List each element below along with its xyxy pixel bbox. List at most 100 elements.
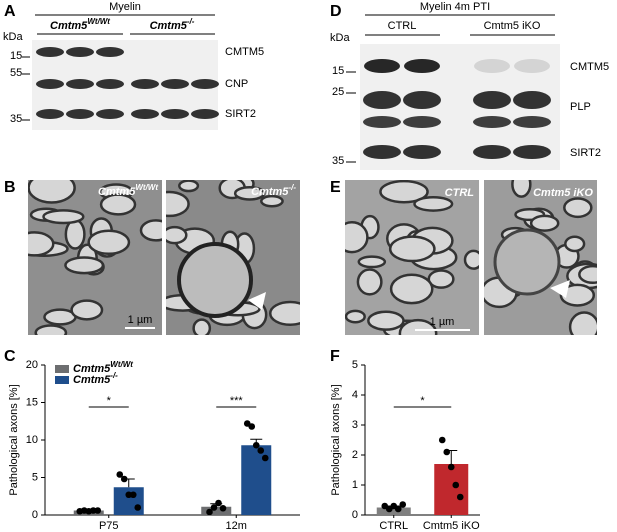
band [473, 116, 511, 128]
axon [166, 225, 188, 245]
data-point [252, 441, 260, 449]
band [403, 145, 441, 159]
y-tick-label: 3 [352, 419, 358, 431]
band [191, 79, 219, 89]
band [474, 59, 510, 73]
axon [427, 269, 455, 289]
marker-label: 35 [10, 113, 22, 125]
data-point [456, 493, 464, 501]
panel-letter: F [330, 348, 340, 365]
band [36, 109, 64, 119]
superscript: -/- [187, 17, 195, 26]
band [513, 145, 551, 159]
panel-letter: B [4, 179, 16, 196]
band [191, 109, 219, 119]
band [473, 145, 511, 159]
marker-label: 25 [332, 86, 344, 98]
band-label: CMTM5 [225, 46, 264, 58]
band [96, 47, 124, 57]
x-tick-label: CTRL [379, 520, 408, 532]
text-part: Cmtm5 [73, 374, 111, 386]
band [514, 59, 550, 73]
superscript: Wt/Wt [110, 360, 133, 369]
axon [388, 235, 436, 263]
marker-label: 55 [10, 67, 22, 79]
unit-label: kDa [3, 31, 23, 43]
y-tick-label: 20 [26, 359, 38, 371]
group-label: Cmtm5Wt/Wt [50, 17, 110, 32]
data-point [120, 475, 128, 483]
band [131, 109, 159, 119]
data-point [438, 436, 446, 444]
legend-label: Cmtm5Wt/Wt [73, 360, 133, 375]
arrowhead [550, 280, 570, 298]
band [66, 47, 94, 57]
legend-label: Cmtm5-/- [73, 371, 118, 386]
band-label: PLP [570, 101, 591, 113]
axon [345, 221, 369, 254]
blot-header: Myelin 4m PTI [420, 1, 490, 13]
micrograph [345, 180, 479, 335]
axon [42, 209, 85, 225]
y-tick-label: 1 [352, 479, 358, 491]
x-tick-label: Cmtm5 iKO [423, 520, 480, 532]
micrograph [28, 180, 162, 335]
axon [260, 194, 284, 208]
band [363, 145, 401, 159]
band-label: CMTM5 [570, 61, 609, 73]
data-point [399, 501, 407, 508]
unit-label: kDa [330, 32, 350, 44]
axon [64, 218, 86, 250]
pathology [493, 228, 561, 296]
scale-label: 1 µm [430, 316, 455, 328]
band-label: SIRT2 [225, 108, 256, 120]
y-axis-label: Pathological axons [%] [330, 384, 342, 495]
band [364, 59, 400, 73]
pathology [177, 242, 253, 318]
band [96, 109, 124, 119]
data-point [134, 504, 142, 511]
axon [563, 197, 593, 219]
scale-label: 1 µm [128, 314, 153, 326]
blot-header: Myelin [109, 1, 141, 13]
axon [139, 219, 162, 242]
group-label: Cmtm5-/- [150, 17, 195, 32]
bar [201, 506, 232, 515]
axon [568, 311, 597, 335]
data-point [394, 505, 402, 513]
axon [379, 180, 429, 204]
data-point [210, 504, 218, 511]
axon [233, 186, 266, 201]
group-label: CTRL [388, 20, 417, 32]
y-tick-label: 15 [26, 396, 38, 408]
band [403, 116, 441, 128]
text-part: Cmtm5 [150, 20, 188, 32]
legend-swatch [55, 365, 69, 373]
text-part: Cmtm5 [251, 186, 289, 198]
bar [113, 487, 144, 515]
band [131, 79, 159, 89]
band [404, 59, 440, 73]
superscript: Wt/Wt [135, 183, 158, 192]
band [363, 116, 401, 128]
y-tick-label: 0 [32, 509, 38, 521]
x-tick-label: 12m [226, 520, 247, 532]
arrowhead [248, 292, 266, 310]
axon [578, 264, 597, 285]
significance-label: * [420, 395, 425, 407]
data-point [447, 463, 455, 471]
marker-label: 35 [332, 155, 344, 167]
axon [511, 180, 532, 198]
text-part: Cmtm5 [50, 20, 88, 32]
axon [357, 255, 387, 269]
data-point [261, 454, 269, 462]
y-tick-label: 4 [352, 389, 358, 401]
y-tick-label: 10 [26, 434, 38, 446]
superscript: -/- [110, 371, 118, 380]
panel-letter: E [330, 179, 341, 196]
data-point [257, 447, 265, 454]
y-tick-label: 0 [352, 509, 358, 521]
axon [356, 268, 383, 296]
data-point [215, 499, 222, 507]
